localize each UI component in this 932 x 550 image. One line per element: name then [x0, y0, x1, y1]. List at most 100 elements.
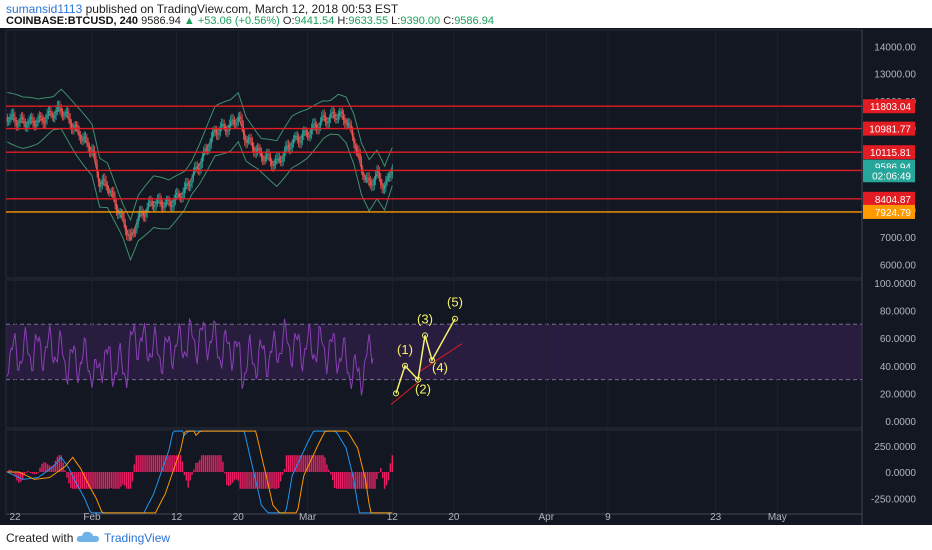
candle-body [101, 180, 103, 184]
candle-body [359, 154, 361, 161]
candle-body [296, 135, 298, 139]
candle-body [18, 121, 20, 126]
macd-histogram-bar [385, 472, 388, 486]
x-tick-label: 12 [171, 512, 183, 523]
macd-histogram-bar [97, 472, 99, 489]
macd-histogram-bar [110, 472, 112, 488]
macd-histogram-bar [366, 472, 368, 489]
candle-body [123, 217, 125, 225]
macd-histogram-bar [125, 472, 128, 489]
macd-histogram-bar [108, 472, 111, 489]
level-price-label: 10981.77 [869, 125, 911, 136]
chart-canvas[interactable]: 14000.0013000.0012000.0011000.008000.007… [0, 28, 932, 525]
candle-body [147, 202, 150, 208]
candle-body [19, 118, 21, 122]
candle-body [283, 150, 286, 157]
macd-histogram-bar [312, 455, 315, 472]
wave-support-line[interactable] [390, 381, 419, 405]
macd-histogram-bar [62, 462, 64, 472]
wave-anchor-point[interactable] [402, 362, 408, 369]
candle-body [221, 123, 223, 128]
candle-body [290, 148, 292, 150]
low-value: 9390.00 [400, 15, 441, 27]
macd-histogram-bar [235, 472, 238, 480]
candle-body [28, 119, 30, 124]
macd-histogram-bar [50, 466, 53, 472]
candle-body [65, 111, 67, 114]
macd-histogram-bar [14, 472, 16, 477]
candle-body [46, 114, 48, 120]
candle-body [52, 117, 55, 119]
candle-body [132, 232, 134, 234]
wave-anchor-point[interactable] [415, 376, 421, 383]
macd-histogram-bar [216, 455, 218, 472]
candle-body [305, 130, 307, 134]
macd-histogram-bar [70, 472, 72, 489]
candle-body [61, 112, 64, 116]
macd-histogram-bar [89, 472, 91, 489]
macd-histogram-bar [152, 455, 155, 472]
wave-anchor-point[interactable] [393, 390, 399, 397]
macd-histogram-bar [256, 472, 259, 489]
candle-body [292, 139, 295, 144]
macd-histogram-bar [362, 472, 365, 489]
wave-trend-line[interactable] [419, 343, 463, 372]
chart-area[interactable]: 14000.0013000.0012000.0011000.008000.007… [0, 28, 932, 525]
macd-histogram-bar [131, 472, 134, 482]
candle-body [326, 121, 328, 124]
candle-body [328, 117, 331, 122]
tradingview-link[interactable]: TradingView [104, 531, 171, 545]
macd-histogram-bar [316, 455, 318, 472]
macd-histogram-bar [283, 469, 286, 472]
candle-body [237, 116, 239, 122]
candle-body [214, 129, 216, 131]
candle-body [274, 160, 277, 164]
level-price-tag [863, 99, 915, 114]
candle-body [92, 150, 94, 152]
elliott-wave-path[interactable] [395, 318, 456, 394]
macd-histogram-bar [227, 472, 230, 487]
wave-anchor-point[interactable] [452, 315, 458, 322]
candle-body [245, 140, 247, 143]
candle-body [84, 136, 87, 138]
wave-anchor-point[interactable] [429, 357, 435, 364]
macd-histogram-bar [322, 455, 324, 472]
macd-histogram-bar [295, 455, 297, 472]
macd-histogram-bar [358, 472, 361, 489]
macd-histogram-bar [270, 472, 272, 489]
candle-body [102, 179, 105, 181]
candle-body [244, 134, 246, 141]
macd-histogram-bar [75, 472, 78, 489]
candle-body [11, 114, 14, 116]
macd-histogram-bar [335, 472, 338, 489]
level-price-label: 10115.81 [870, 148, 911, 159]
candle-body [40, 115, 42, 117]
author-link[interactable]: sumansid1113 [6, 2, 83, 16]
macd-histogram-bar [201, 455, 203, 472]
wave-anchor-point[interactable] [422, 332, 428, 339]
candle-body [6, 117, 8, 122]
level-price-tag [863, 191, 915, 206]
candle-body [336, 118, 338, 121]
candle-body [303, 131, 305, 135]
macd-histogram-bar [160, 455, 162, 472]
candle-body [226, 130, 228, 132]
macd-histogram-bar [170, 455, 172, 472]
macd-histogram-bar [77, 472, 80, 489]
macd-histogram-bar [135, 455, 137, 472]
macd-histogram-bar [185, 472, 188, 481]
candle-body [259, 147, 261, 152]
candle-body [357, 150, 359, 152]
macd-histogram-bar [122, 472, 124, 485]
candle-body [321, 116, 323, 122]
candle-body [195, 166, 197, 168]
candle-body [250, 138, 252, 143]
candle-body [389, 176, 391, 178]
macd-histogram-bar [79, 472, 82, 489]
candle-body [106, 186, 108, 190]
candle-body [369, 181, 372, 184]
candle-body [314, 123, 316, 126]
candle-body [271, 161, 273, 166]
candle-body [380, 178, 382, 185]
candle-body [295, 135, 297, 137]
